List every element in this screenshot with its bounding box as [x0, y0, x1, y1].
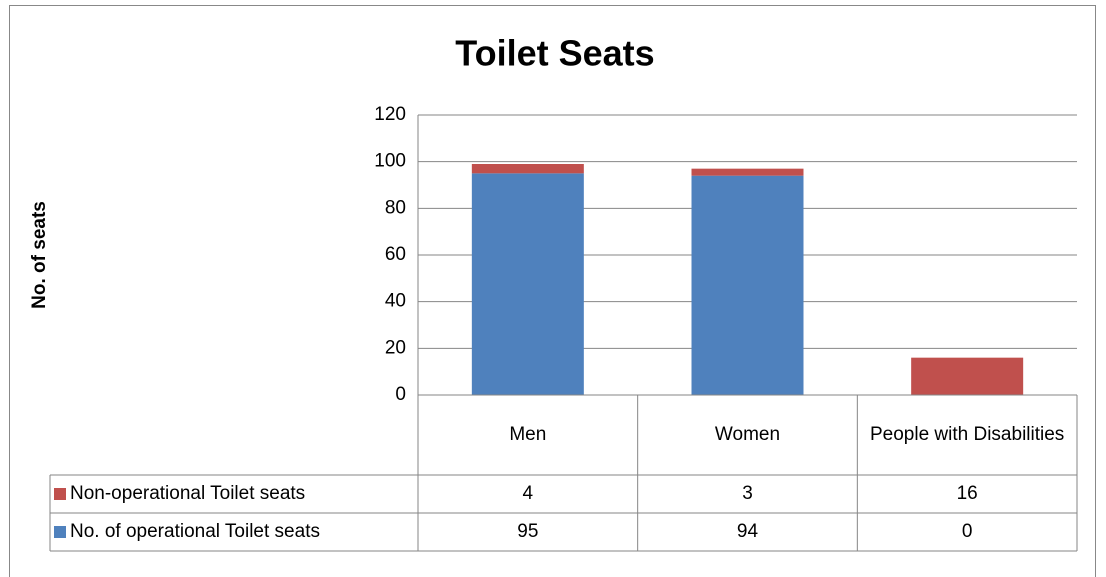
- bar: [691, 168, 804, 176]
- bar: [471, 164, 584, 174]
- y-tick-label: 40: [385, 291, 406, 312]
- table-value: 95: [517, 521, 538, 542]
- x-tick-label-box: Men: [509, 423, 547, 445]
- y-tick-label: 100: [374, 151, 406, 172]
- legend-swatch: [54, 488, 66, 500]
- table-value: 4: [523, 483, 534, 504]
- bar: [471, 173, 584, 395]
- table-value: 94: [737, 521, 759, 542]
- x-tick-label: Women: [714, 423, 781, 445]
- table-value: 0: [962, 521, 973, 542]
- x-tick-label: Men: [509, 423, 547, 445]
- x-tick-label: People with Disabilities: [869, 423, 1065, 445]
- y-tick-label: 80: [385, 197, 406, 218]
- bar: [911, 357, 1024, 395]
- table-value: 16: [957, 483, 978, 504]
- bar: [691, 175, 804, 395]
- y-tick-label: 120: [374, 104, 406, 125]
- y-axis-label: No. of seats: [29, 201, 50, 309]
- legend-swatch: [54, 526, 66, 538]
- legend-label: No. of operational Toilet seats: [70, 521, 320, 542]
- y-tick-label: 20: [385, 337, 406, 358]
- table-value: 3: [742, 483, 753, 504]
- y-tick-label: 60: [385, 244, 406, 265]
- y-tick-label: 0: [395, 384, 406, 405]
- legend-label: Non-operational Toilet seats: [70, 483, 305, 504]
- x-tick-label-box: People with Disabilities: [869, 423, 1065, 445]
- chart-border: [9, 5, 1096, 577]
- chart-title: Toilet Seats: [455, 33, 654, 74]
- x-tick-label-box: Women: [714, 423, 781, 445]
